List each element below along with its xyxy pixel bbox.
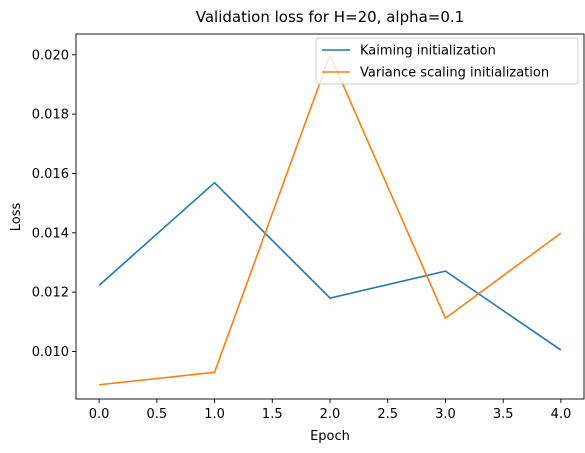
legend-box [315, 37, 579, 85]
x-tick-label: 2.0 [320, 407, 341, 422]
x-axis-label: Epoch [310, 429, 350, 444]
legend-label: Kaiming initialization [360, 44, 496, 59]
y-tick-label: 0.018 [32, 108, 69, 123]
legend: Kaiming initialization Variance scaling i… [315, 37, 579, 85]
y-tick-label: 0.020 [32, 48, 69, 63]
data-point [443, 269, 448, 274]
x-tick-label: 0.5 [146, 407, 167, 422]
x-tick-label: 3.0 [435, 407, 456, 422]
y-tick-label: 0.014 [32, 226, 69, 241]
y-tick-label: 0.012 [32, 286, 69, 301]
data-point [443, 316, 448, 321]
plot-area [76, 34, 584, 399]
y-tick-label: 0.016 [32, 167, 69, 182]
data-point [97, 283, 102, 288]
x-tick-label: 3.5 [493, 407, 514, 422]
x-tick-label: 0.0 [89, 407, 110, 422]
legend-label: Variance scaling initialization [360, 66, 549, 81]
x-tick-label: 1.5 [262, 407, 283, 422]
axes-layer: 0.0 0.5 1.0 1.5 2.0 2.5 3.0 3.5 4.0 0.010 0.012 0.0… [32, 33, 585, 422]
chart-title: Validation loss for H=20, alpha=0.1 [196, 8, 464, 26]
x-tick-label: 1.0 [204, 407, 225, 422]
y-axis-label: Loss [9, 203, 24, 232]
x-tick-label: 2.5 [377, 407, 398, 422]
data-point [328, 296, 333, 301]
data-point [97, 382, 102, 387]
series-line-0 [98, 181, 562, 351]
x-tick-label: 4.0 [551, 407, 572, 422]
data-point [558, 231, 563, 236]
y-tick-label: 0.010 [32, 345, 69, 360]
data-point [558, 348, 563, 353]
data-point [212, 370, 217, 375]
data-point [212, 180, 217, 185]
